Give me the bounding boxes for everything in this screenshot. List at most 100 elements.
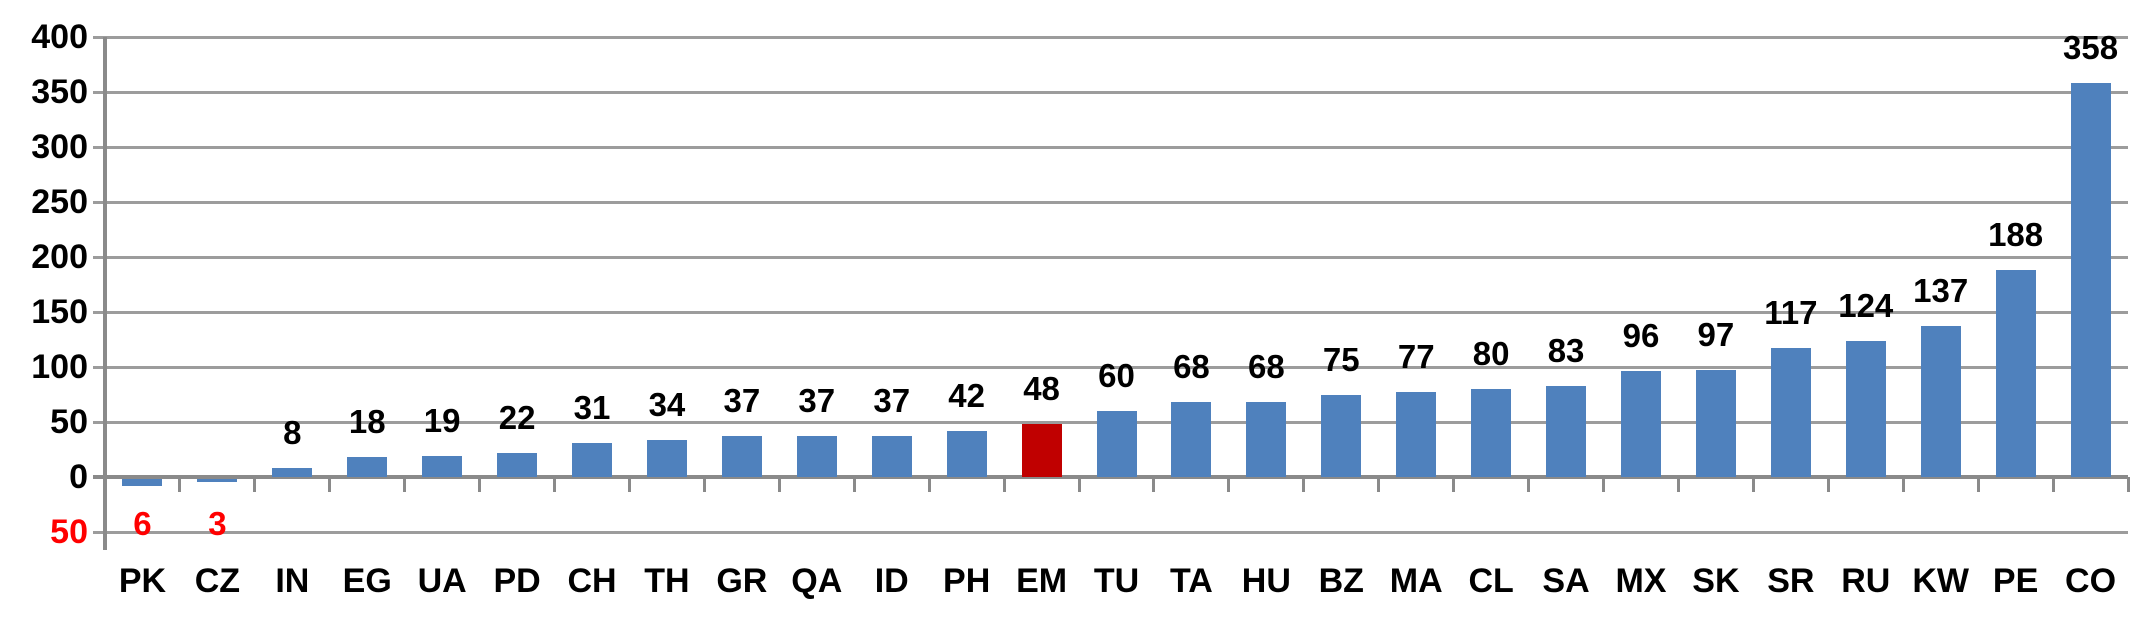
- x-axis-tick: [702, 477, 706, 492]
- value-label-ma: 77: [1397, 338, 1435, 376]
- x-axis-tick: [328, 477, 332, 492]
- category-label-sk: SK: [1692, 562, 1740, 600]
- gridline-y-300: [93, 145, 2128, 149]
- value-label-sa: 83: [1547, 331, 1585, 369]
- category-label-em: EM: [1016, 562, 1068, 600]
- bar-tu: [1096, 411, 1137, 477]
- bar-co: [2070, 83, 2111, 477]
- gridline-y-400: [93, 35, 2128, 39]
- x-axis-tick: [2051, 477, 2055, 492]
- category-label-tu: TU: [1093, 562, 1140, 600]
- y-axis-label-150: 150: [31, 293, 88, 331]
- bar-sr: [1770, 348, 1811, 477]
- bar-cl: [1471, 389, 1512, 477]
- category-label-qa: QA: [791, 562, 843, 600]
- category-label-th: TH: [644, 562, 690, 600]
- y-axis-label-300: 300: [31, 128, 88, 166]
- bar-cz: [197, 479, 238, 483]
- x-axis-tick: [1602, 477, 1606, 492]
- bar-hu: [1246, 402, 1287, 477]
- x-axis-tick: [1077, 477, 1081, 492]
- bar-mx: [1620, 371, 1661, 477]
- category-label-pe: PE: [1992, 562, 2039, 600]
- value-label-th: 34: [648, 385, 686, 423]
- value-label-ru: 124: [1838, 286, 1894, 324]
- gridline-y-250: [93, 200, 2128, 204]
- value-label-qa: 37: [798, 382, 836, 420]
- bar-ua: [422, 456, 463, 477]
- x-axis-tick: [777, 477, 781, 492]
- bar-ma: [1396, 392, 1437, 477]
- x-axis-tick: [1227, 477, 1231, 492]
- category-label-co: CO: [2065, 562, 2117, 600]
- x-axis-tick: [852, 477, 856, 492]
- category-label-cz: CZ: [194, 562, 241, 600]
- y-axis-label-400: 400: [31, 18, 88, 56]
- category-label-id: ID: [874, 562, 909, 600]
- value-label-bz: 75: [1322, 340, 1360, 378]
- x-axis-tick: [478, 477, 482, 492]
- x-axis-tick: [1676, 477, 1680, 492]
- category-label-cl: CL: [1468, 562, 1514, 600]
- gridline-y-200: [93, 255, 2128, 259]
- value-label-cl: 80: [1472, 335, 1510, 372]
- category-label-mx: MX: [1615, 562, 1667, 600]
- value-label-gr: 37: [723, 382, 761, 420]
- category-label-eg: EG: [342, 562, 392, 600]
- value-label-em: 48: [1023, 370, 1060, 408]
- y-axis-label-200: 200: [31, 238, 88, 276]
- value-label-ua: 19: [423, 402, 461, 440]
- gridline-y-100: [93, 365, 2128, 369]
- value-label-co: 358: [2063, 29, 2119, 67]
- value-label-eg: 18: [348, 403, 386, 441]
- bar-pd: [497, 452, 538, 477]
- x-axis-tick: [1826, 477, 1830, 492]
- category-label-pd: PD: [493, 562, 541, 600]
- category-label-sr: SR: [1767, 562, 1815, 600]
- x-axis-tick: [1901, 477, 1905, 492]
- bar-in: [272, 468, 313, 477]
- value-label-sk: 97: [1697, 316, 1735, 354]
- category-label-ru: RU: [1841, 562, 1891, 600]
- y-axis-label--50: 50: [50, 513, 88, 551]
- x-axis-tick: [1302, 477, 1306, 492]
- bar-ph: [946, 430, 987, 477]
- bar-id: [871, 436, 912, 477]
- bar-bz: [1321, 394, 1362, 477]
- value-label-hu: 68: [1247, 348, 1285, 386]
- gridline-y-0: [93, 475, 2128, 479]
- y-axis-label-50: 50: [50, 403, 88, 441]
- category-label-gr: GR: [716, 562, 768, 600]
- y-axis-label-350: 350: [31, 73, 88, 111]
- x-axis-tick: [1452, 477, 1456, 492]
- value-label-ta: 68: [1173, 348, 1210, 386]
- bar-ch: [572, 442, 613, 477]
- value-label-sr: 117: [1764, 294, 1818, 332]
- y-axis-label-0: 0: [69, 458, 88, 496]
- bar-em: [1021, 424, 1062, 477]
- x-axis-tick: [1377, 477, 1381, 492]
- category-label-in: IN: [275, 562, 310, 600]
- x-axis-tick: [1976, 477, 1980, 492]
- category-label-kw: KW: [1912, 562, 1969, 600]
- gridline-y-150: [93, 310, 2128, 314]
- bar-pk: [122, 479, 163, 486]
- value-label-pk: 6: [133, 505, 152, 542]
- x-axis-tick: [553, 477, 557, 492]
- value-label-ph: 42: [948, 376, 985, 414]
- value-label-pd: 22: [498, 398, 536, 436]
- x-axis-tick: [927, 477, 931, 492]
- value-label-id: 37: [873, 382, 911, 420]
- bar-ta: [1171, 402, 1212, 477]
- bar-ru: [1845, 340, 1886, 477]
- y-axis-line: [103, 37, 107, 550]
- bar-eg: [347, 457, 388, 477]
- category-label-hu: HU: [1241, 562, 1291, 600]
- value-label-ch: 31: [573, 388, 611, 426]
- value-label-kw: 137: [1913, 272, 1969, 310]
- bar-qa: [796, 436, 837, 477]
- value-label-pe: 188: [1988, 216, 2044, 254]
- x-axis-tick: [103, 477, 107, 492]
- value-label-mx: 96: [1622, 317, 1660, 355]
